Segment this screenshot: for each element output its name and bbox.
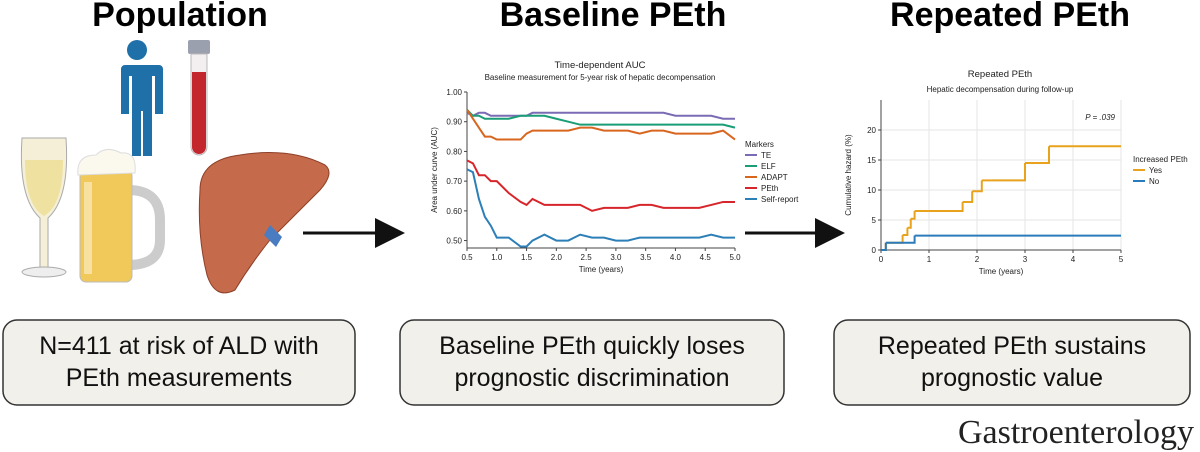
y-tick-label: 15 [867, 156, 876, 165]
legend-label: ELF [761, 162, 776, 171]
y-axis-label: Area under curve (AUC) [430, 127, 439, 213]
liver [198, 152, 330, 294]
x-tick-label: 0 [879, 255, 884, 264]
x-tick-label: 3 [1023, 255, 1028, 264]
y-tick-label: 5 [872, 216, 877, 225]
step-segment [910, 211, 916, 220]
data-line [466, 168, 735, 248]
caption-line: prognostic value [921, 364, 1103, 392]
caption-box [833, 319, 1191, 406]
x-tick-label: 4.0 [670, 253, 682, 262]
caption-line: prognostic discrimination [454, 364, 729, 392]
chart-title: Repeated PEth [968, 69, 1032, 80]
y-axis-label: Cumulative hazard (%) [844, 134, 853, 216]
caption-line: PEth measurements [66, 364, 293, 392]
step-segment [914, 202, 964, 212]
legend-label: PEth [761, 184, 778, 193]
step-segment [991, 163, 1026, 182]
x-tick-label: 1 [927, 255, 932, 264]
step-segment [907, 218, 912, 229]
x-tick-label: 4 [1071, 255, 1076, 264]
x-tick-label: 1.0 [491, 253, 503, 262]
x-tick-label: 4.5 [700, 253, 712, 262]
x-tick-label: 0.5 [461, 253, 473, 262]
journal-name: Gastroenterology [958, 414, 1194, 451]
data-line [466, 109, 736, 129]
caption-line: Baseline PEth quickly loses [439, 332, 745, 360]
step-segment [885, 235, 916, 244]
step-segment [885, 235, 904, 244]
step-segment [1025, 146, 1050, 164]
panel-title: Repeated PEth [890, 0, 1130, 34]
x-tick-label: 5.0 [729, 253, 741, 262]
caption-line: N=411 at risk of ALD with [39, 332, 319, 360]
y-tick-label: 0.70 [446, 177, 462, 186]
legend-title: Markers [745, 140, 774, 149]
step-segment [881, 242, 887, 251]
caption-box [2, 319, 356, 406]
chart-subtitle: Baseline measurement for 5-year risk of … [485, 73, 716, 82]
legend-title: Increased PEth [1133, 155, 1188, 164]
x-tick-label: 2.5 [581, 253, 593, 262]
step-segment [962, 191, 974, 203]
x-tick-label: 3.0 [610, 253, 622, 262]
y-tick-label: 1.00 [446, 88, 462, 97]
chart-subtitle: Hepatic decompensation during follow-up [927, 85, 1074, 94]
step-segment [902, 227, 909, 236]
y-tick-label: 20 [867, 126, 876, 135]
legend-label: Yes [1149, 166, 1162, 175]
annotation: P = .039 [1085, 113, 1115, 122]
x-tick-label: 1.5 [521, 253, 533, 262]
person-icon [115, 40, 163, 156]
chart-title: Time-dependent AUC [554, 60, 645, 71]
y-tick-label: 10 [867, 186, 876, 195]
x-tick-label: 2.0 [551, 253, 563, 262]
x-tick-label: 5 [1119, 255, 1124, 264]
y-tick-label: 0 [872, 246, 877, 255]
panel-title: Baseline PEth [500, 0, 727, 34]
x-axis-label: Time (years) [979, 267, 1024, 276]
beer-mug [77, 149, 165, 283]
legend-label: No [1149, 177, 1160, 186]
x-tick-label: 3.5 [640, 253, 652, 262]
data-line [466, 111, 735, 120]
y-tick-label: 0.90 [446, 118, 462, 127]
y-tick-label: 0.50 [446, 237, 462, 246]
panel-title: Population [92, 0, 268, 34]
x-tick-label: 2 [975, 255, 980, 264]
caption-box [399, 319, 785, 406]
caption-line: Repeated PEth sustains [878, 332, 1146, 360]
data-line [466, 159, 735, 212]
y-tick-label: 0.60 [446, 207, 462, 216]
legend-label: ADAPT [761, 173, 788, 182]
y-tick-label: 0.80 [446, 147, 462, 156]
x-axis-label: Time (years) [579, 265, 624, 274]
step-segment [972, 180, 983, 193]
data-line [466, 109, 736, 141]
legend-label: TE [761, 151, 771, 160]
wine-glass [20, 137, 68, 278]
blood-tube [188, 40, 210, 156]
legend-label: Self-report [761, 195, 799, 204]
